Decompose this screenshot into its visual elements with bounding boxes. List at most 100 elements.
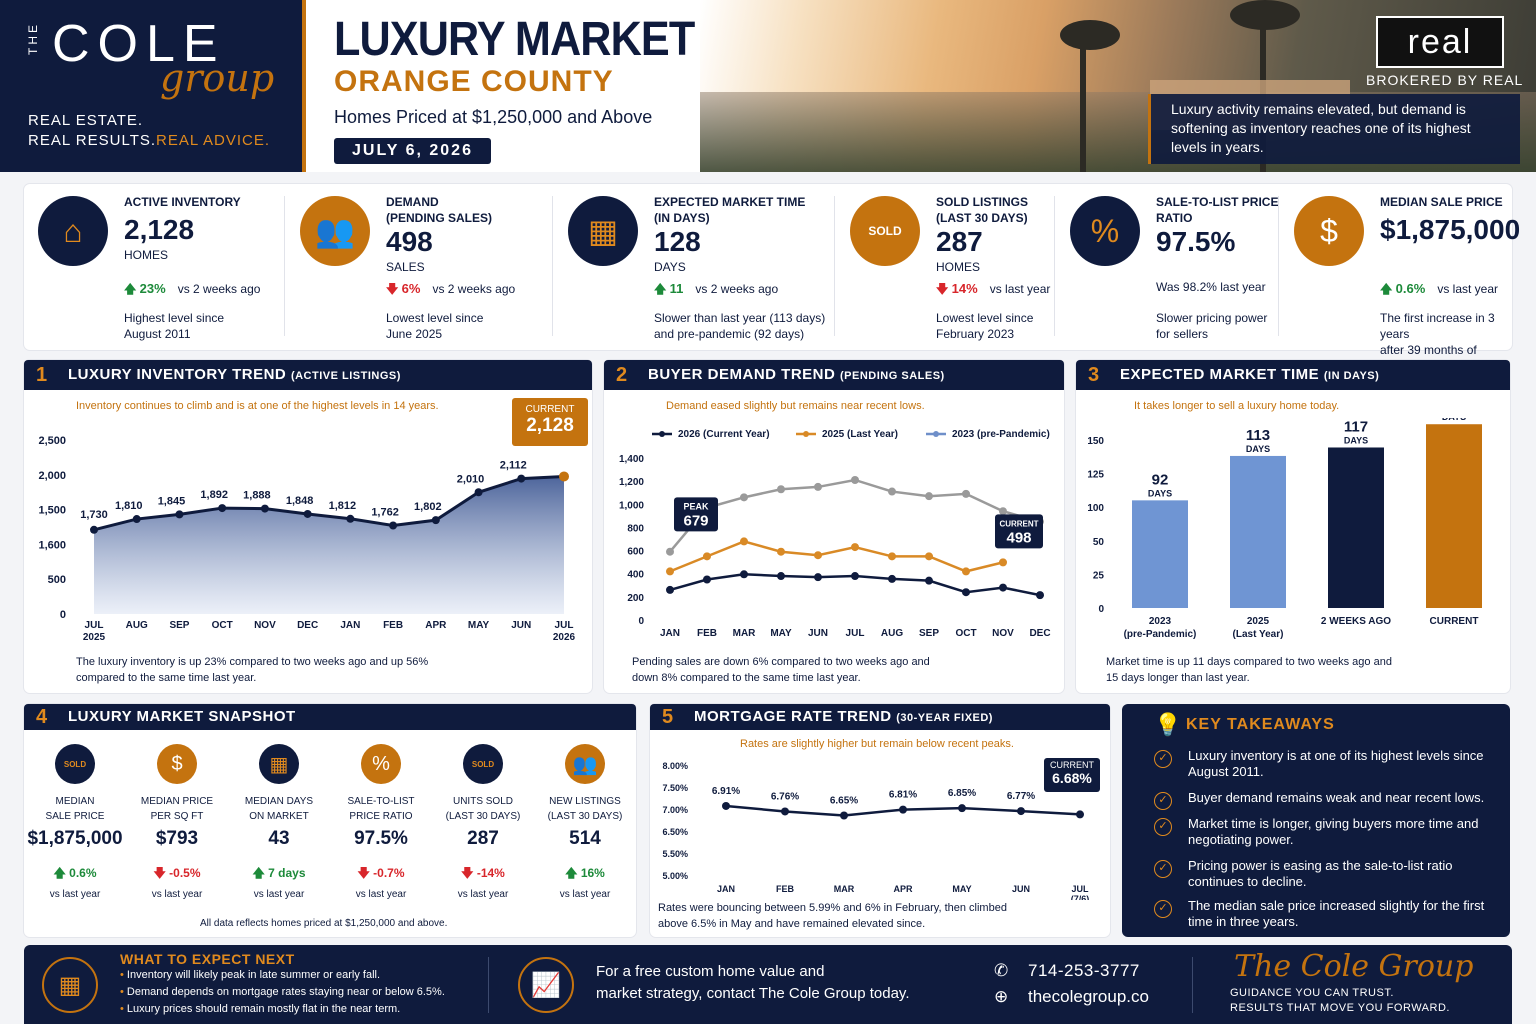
data-point xyxy=(777,547,785,556)
y-tick-label: 1,500 xyxy=(38,505,66,517)
phone-number[interactable]: 714-253-3777 xyxy=(1028,961,1140,980)
panel-footer: The luxury inventory is up 23% compared … xyxy=(76,656,429,684)
bar-value: 113 xyxy=(1246,427,1270,444)
data-label: 6.65% xyxy=(830,796,858,807)
kpi-value: 498 xyxy=(386,226,433,257)
kpi-label-line: EXPECTED MARKET TIME xyxy=(654,195,806,209)
data-point xyxy=(703,575,711,584)
mortgage-rate-panel: 5 MORTGAGE RATE TREND (30-YEAR FIXED) Rat… xyxy=(650,704,1110,937)
bar-unit: DAYS xyxy=(1442,418,1466,422)
kpi-label-line: MEDIAN SALE PRICE xyxy=(1380,195,1503,209)
phone-icon: ✆ xyxy=(994,961,1009,980)
data-point xyxy=(260,504,269,513)
x-tick-label: MAR xyxy=(834,884,855,894)
arrow-up-icon: 🡅 xyxy=(124,282,140,296)
kpi-change: 🡅 23% vs 2 weeks ago xyxy=(124,280,260,301)
website-link[interactable]: thecolegroup.co xyxy=(1028,987,1149,1006)
kpi-note-line: June 2025 xyxy=(386,327,443,341)
globe-icon: ⊕ xyxy=(994,987,1009,1006)
sold-sign-icon: SOLD xyxy=(850,196,920,266)
data-point xyxy=(517,474,526,483)
bar-value: 117 xyxy=(1344,418,1368,435)
bar xyxy=(1328,447,1384,608)
kpi-label: EXPECTED MARKET TIME (IN DAYS) xyxy=(654,194,805,226)
kpi-change-value: 23% xyxy=(139,281,166,296)
snapshot-label: NEW LISTINGS (LAST 30 DAYS) xyxy=(534,794,636,824)
snapshot-change-value: -14% xyxy=(476,866,505,880)
legend-label: 2023 (pre-Pandemic) xyxy=(952,429,1050,440)
key-takeaways-panel: 💡 KEY TAKEAWAYS ✓ Luxury inventory is at … xyxy=(1122,704,1510,937)
x-tick-label: MAY xyxy=(468,620,490,631)
arrow-down-icon: 🡇 xyxy=(357,866,374,880)
data-point xyxy=(958,804,966,813)
sold-sign-icon: SOLD xyxy=(463,744,503,784)
snapshot-label-line: MEDIAN xyxy=(55,796,95,807)
bar xyxy=(1132,500,1188,608)
what-to-expect-title: WHAT TO EXPECT NEXT xyxy=(120,951,295,967)
series-line xyxy=(669,478,1041,553)
demand-trend-panel: 2 BUYER DEMAND TREND (PENDING SALES) Dema… xyxy=(604,360,1064,693)
snapshot-change-value: 16% xyxy=(580,866,605,880)
panel-header: 4 LUXURY MARKET SNAPSHOT xyxy=(24,704,636,730)
house-icon: ⌂ xyxy=(38,196,108,266)
data-point xyxy=(1017,807,1025,816)
data-point xyxy=(218,504,227,513)
snapshot-note: vs last year xyxy=(49,889,101,900)
kpi-note-line: Slower pricing power xyxy=(1156,311,1268,325)
data-label: 6.91% xyxy=(712,786,740,797)
x-tick-label: SEP xyxy=(919,628,939,639)
arrow-up-icon: 🡅 xyxy=(252,866,269,880)
kpi-divider xyxy=(552,196,553,336)
data-point xyxy=(474,488,483,497)
x-tick-label: JAN xyxy=(660,628,680,639)
kpi-card: $ MEDIAN SALE PRICE $1,875,000 🡅 0.6% vs las… xyxy=(1286,184,1520,373)
kpi-change: 🡇 14% vs last year xyxy=(936,280,1050,301)
kpi-card: ⌂ ACTIVE INVENTORY 2,128 HOMES 🡅 23% vs 2 wee… xyxy=(30,184,292,350)
check-circle-icon: ✓ xyxy=(1154,750,1172,768)
y-tick-label: 50 xyxy=(1093,537,1105,548)
x-tick-label: OCT xyxy=(212,620,233,631)
kpi-unit: DAYS xyxy=(654,260,686,274)
divider xyxy=(488,957,489,1013)
snapshot-label: MEDIAN PRICE PER SQ FT xyxy=(126,794,228,824)
panel-subtitle: Inventory continues to climb and is at o… xyxy=(76,400,439,412)
brand-group: group xyxy=(160,56,275,100)
data-point xyxy=(703,552,711,561)
expect-item: Inventory will likely peak in late summe… xyxy=(120,969,380,981)
kpi-note-line: Lowest level since xyxy=(386,311,484,325)
year-label: 2026 xyxy=(553,632,576,643)
y-tick-label: 0 xyxy=(638,616,644,627)
brand-tagline-2: REAL RESULTS.REAL ADVICE. xyxy=(28,132,271,149)
y-tick-label: 600 xyxy=(627,547,644,558)
takeaway-text: Pricing power is easing as the sale-to-l… xyxy=(1188,858,1453,889)
kpi-change: 🡇 6% vs 2 weeks ago xyxy=(386,280,515,301)
kpi-note: Lowest level since February 2023 xyxy=(936,310,1033,342)
real-logo: real xyxy=(1376,16,1504,68)
x-tick-label: JUL xyxy=(1071,884,1089,894)
data-point xyxy=(740,570,748,579)
snapshot-label: MEDIAN SALE PRICE xyxy=(24,794,126,824)
panel-footer: All data reflects homes priced at $1,250… xyxy=(200,918,448,929)
data-point xyxy=(925,492,933,501)
snapshot-label-line: (LAST 30 DAYS) xyxy=(547,811,623,822)
snapshot-note: vs last year xyxy=(559,889,611,900)
data-point xyxy=(851,475,859,484)
current-callout: CURRENT 2,128 xyxy=(512,398,588,446)
people-icon: 👥 xyxy=(565,744,605,784)
x-tick-label: 2023 xyxy=(1149,616,1172,627)
data-point xyxy=(132,515,141,524)
kpi-change: 🡅 11 vs 2 weeks ago xyxy=(654,280,778,301)
x-tick-label: JUN xyxy=(1012,884,1030,894)
data-point xyxy=(777,485,785,494)
market-time-panel: 3 EXPECTED MARKET TIME (IN DAYS) It takes… xyxy=(1076,360,1510,693)
snapshot-note: vs last year xyxy=(355,889,407,900)
data-point xyxy=(888,487,896,496)
legend-label: 2025 (Last Year) xyxy=(822,429,898,440)
data-point xyxy=(962,567,970,576)
x-tick-label: FEB xyxy=(383,620,403,631)
panel-subtitle: Demand eased slightly but remains near r… xyxy=(666,400,925,412)
data-label: 1,730 xyxy=(80,509,108,521)
snapshot-change: 🡇 -0.5% xyxy=(126,864,228,885)
data-point xyxy=(303,509,312,518)
x-tick-label: NOV xyxy=(992,628,1014,639)
